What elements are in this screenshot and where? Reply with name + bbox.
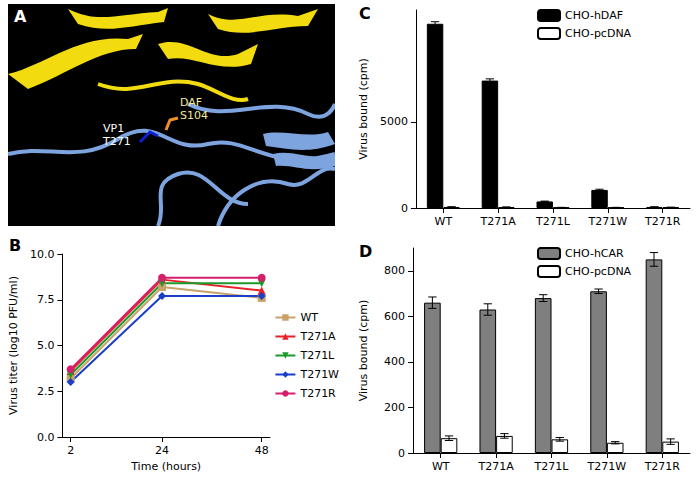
svg-text:10.0: 10.0 [30,248,55,261]
svg-text:24: 24 [155,444,169,457]
svg-text:CHO-hCAR: CHO-hCAR [565,247,624,260]
svg-text:0.0: 0.0 [37,431,55,444]
svg-text:T271L: T271L [299,349,335,362]
svg-text:B: B [9,236,21,255]
svg-text:CHO-pcDNA: CHO-pcDNA [565,265,632,278]
svg-text:0: 0 [401,202,408,215]
svg-text:C: C [359,4,371,23]
svg-text:T271A: T271A [477,460,514,473]
svg-text:VP1: VP1 [103,122,124,135]
svg-text:48: 48 [255,444,269,457]
svg-text:CHO-pcDNA: CHO-pcDNA [565,27,632,40]
svg-text:T271R: T271R [299,387,336,400]
svg-text:T271: T271 [102,135,131,148]
svg-text:T271L: T271L [535,215,571,228]
svg-text:T271R: T271R [644,460,681,473]
svg-text:A: A [14,7,27,26]
svg-text:7.5: 7.5 [37,293,55,306]
svg-text:WT: WT [300,311,318,324]
svg-text:400: 400 [384,355,405,368]
svg-text:T271W: T271W [587,460,627,473]
svg-text:T271A: T271A [480,215,517,228]
svg-text:CHO-hDAF: CHO-hDAF [565,9,623,22]
svg-text:5.0: 5.0 [37,339,55,352]
svg-text:DAF: DAF [180,96,202,109]
svg-text:D: D [359,242,372,261]
svg-text:5000: 5000 [380,115,408,128]
svg-text:800: 800 [384,264,405,277]
svg-text:Virus bound (cpm): Virus bound (cpm) [357,300,370,402]
svg-text:WT: WT [432,460,450,473]
svg-text:Virus bound (cpm): Virus bound (cpm) [357,58,370,160]
svg-text:T271W: T271W [299,368,339,381]
svg-text:T271L: T271L [534,460,570,473]
svg-text:T271R: T271R [644,215,681,228]
svg-text:S104: S104 [180,109,208,122]
svg-text:WT: WT [435,215,453,228]
svg-text:600: 600 [384,310,405,323]
svg-text:T271W: T271W [587,215,627,228]
svg-text:2.5: 2.5 [37,385,55,398]
svg-text:200: 200 [384,401,405,414]
svg-text:Time (hours): Time (hours) [130,460,201,473]
svg-text:2: 2 [67,444,74,457]
svg-text:T271A: T271A [299,330,336,343]
svg-text:Virus titer (log10 PFU/ml): Virus titer (log10 PFU/ml) [7,276,20,415]
svg-text:0: 0 [398,447,405,460]
